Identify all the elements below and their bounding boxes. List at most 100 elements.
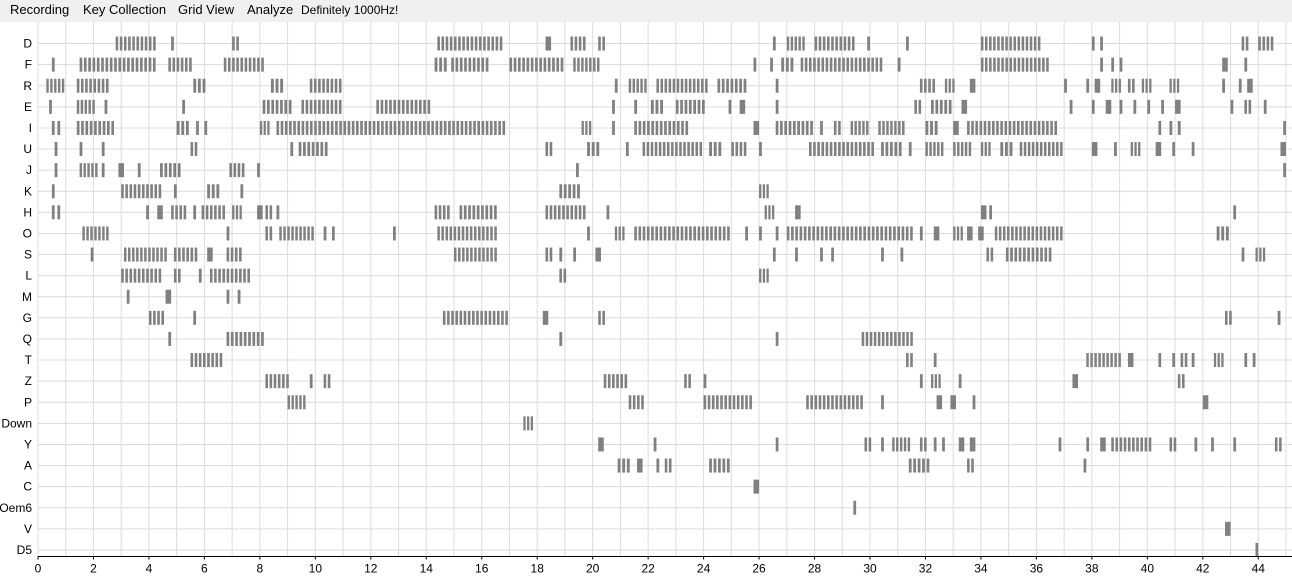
keypress-mark	[558, 205, 561, 220]
keypress-mark	[106, 226, 109, 241]
keypress-mark	[1025, 36, 1029, 51]
keypress-mark	[598, 310, 601, 325]
keypress-mark	[933, 437, 937, 452]
keypress-mark	[437, 226, 440, 241]
keypress-mark	[80, 78, 84, 93]
keypress-mark	[985, 57, 988, 72]
keypress-mark	[1161, 99, 1164, 114]
keypress-mark	[866, 120, 869, 135]
keypress-mark	[153, 36, 156, 51]
keypress-mark	[1100, 437, 1106, 452]
keypress-mark	[535, 57, 538, 72]
keypress-mark	[1091, 36, 1095, 51]
keypress-mark	[51, 120, 55, 135]
keypress-mark	[672, 226, 675, 241]
keypress-mark	[465, 226, 469, 241]
menu-analyze[interactable]: Analyze	[247, 2, 294, 17]
keypress-mark	[972, 395, 976, 410]
keypress-mark	[211, 353, 214, 368]
keypress-mark	[617, 458, 621, 473]
keypress-mark	[84, 99, 87, 114]
keypress-mark	[1005, 36, 1008, 51]
keypress-mark	[83, 163, 86, 178]
keypress-mark	[1027, 142, 1031, 157]
keypress-mark	[1133, 99, 1137, 114]
row-label-d5: D5	[17, 543, 33, 557]
keypress-mark	[880, 226, 883, 241]
keypress-mark	[1011, 226, 1014, 241]
keypress-mark	[854, 57, 858, 72]
keypress-mark	[576, 163, 579, 178]
keypress-mark	[79, 142, 83, 157]
keypress-mark	[232, 36, 235, 51]
keypress-mark	[447, 205, 450, 220]
keypress-mark	[89, 78, 92, 93]
keypress-mark	[867, 142, 870, 157]
keypress-mark	[476, 205, 480, 220]
keypress-mark	[286, 374, 289, 389]
keypress-mark	[786, 226, 790, 241]
keypress-mark	[85, 78, 88, 93]
keypress-mark	[397, 99, 401, 114]
keypress-mark	[301, 120, 305, 135]
keypress-mark	[1184, 353, 1188, 368]
keypress-mark	[1258, 36, 1261, 51]
keypress-mark	[1132, 437, 1135, 452]
keypress-mark	[910, 353, 913, 368]
keypress-mark	[441, 226, 444, 241]
keypress-mark	[843, 395, 847, 410]
keypress-mark	[969, 78, 976, 93]
keypress-mark	[894, 120, 897, 135]
menu-key-collection[interactable]: Key Collection	[83, 2, 167, 17]
keypress-mark	[1115, 437, 1119, 452]
keypress-mark	[543, 57, 547, 72]
keypress-mark	[1127, 78, 1131, 93]
keypress-mark	[309, 78, 313, 93]
keypress-mark	[1252, 353, 1256, 368]
keypress-mark	[691, 142, 694, 157]
keypress-mark	[477, 57, 480, 72]
keypress-mark	[125, 268, 128, 283]
keypress-mark	[91, 163, 94, 178]
keypress-mark	[680, 99, 683, 114]
keypress-mark	[498, 120, 501, 135]
keypress-mark	[1216, 226, 1220, 241]
keypress-mark	[401, 99, 405, 114]
x-tick-label: 28	[808, 562, 822, 576]
keypress-mark	[660, 99, 664, 114]
keypress-mark	[182, 99, 185, 114]
keypress-mark	[990, 247, 994, 262]
keypress-mark	[625, 142, 629, 157]
keypress-mark	[1005, 247, 1009, 262]
keypress-mark	[1013, 36, 1016, 51]
keypress-mark	[559, 247, 563, 262]
keypress-mark	[873, 331, 877, 346]
keypress-mark	[1140, 437, 1143, 452]
menu-grid-view[interactable]: Grid View	[178, 2, 235, 17]
keypress-mark	[451, 310, 454, 325]
keypress-mark	[431, 120, 434, 135]
keypress-mark	[952, 78, 955, 93]
keypress-mark	[434, 57, 438, 72]
keypress-mark	[455, 310, 458, 325]
keypress-mark	[168, 163, 172, 178]
keypress-mark	[762, 268, 766, 283]
keypress-mark	[173, 184, 177, 199]
keypress-mark	[307, 226, 310, 241]
keypress-mark	[854, 142, 858, 157]
keypress-mark	[1118, 353, 1121, 368]
keypress-mark	[233, 163, 237, 178]
keypress-mark	[494, 226, 497, 241]
keypress-mark	[257, 205, 263, 220]
menu-recording[interactable]: Recording	[10, 2, 70, 17]
keypress-mark	[820, 226, 824, 241]
keypress-mark	[1043, 142, 1047, 157]
keypress-mark	[1114, 78, 1118, 93]
keypress-mark	[1262, 247, 1266, 262]
keypress-mark	[287, 395, 291, 410]
keypress-mark	[269, 374, 273, 389]
keypress-mark	[772, 205, 775, 220]
keypress-mark	[634, 226, 637, 241]
keypress-mark	[51, 184, 55, 199]
keypress-mark	[856, 395, 859, 410]
